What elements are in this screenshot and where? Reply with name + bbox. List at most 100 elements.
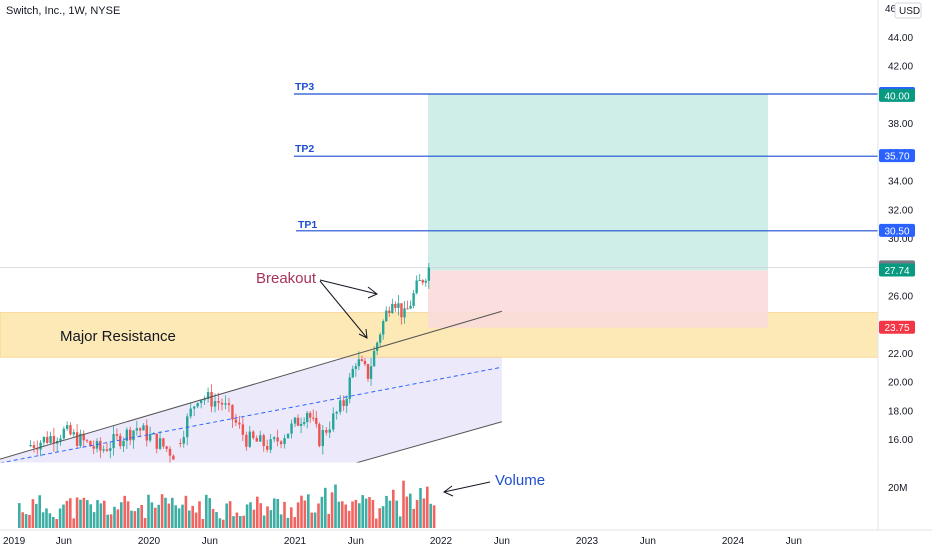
candle-body bbox=[155, 433, 158, 449]
tp1-label: TP1 bbox=[298, 219, 317, 231]
price-tick-label: 34.00 bbox=[888, 177, 913, 188]
volume-bar bbox=[99, 503, 103, 528]
volume-bar bbox=[395, 500, 398, 528]
candle-body bbox=[397, 303, 400, 308]
candle-body bbox=[227, 403, 231, 405]
volume-bar bbox=[140, 504, 143, 528]
candle-body bbox=[272, 437, 276, 440]
volume-bar bbox=[96, 500, 99, 528]
volume-bar bbox=[266, 506, 269, 528]
volume-bar bbox=[371, 499, 375, 528]
time-tick-label: Jun bbox=[56, 536, 72, 547]
time-tick-label: Jun bbox=[348, 536, 364, 547]
volume-bar bbox=[69, 498, 72, 528]
volume-bar bbox=[262, 515, 266, 528]
volume-bar bbox=[205, 494, 208, 528]
volume-bar bbox=[320, 496, 324, 528]
candle-body bbox=[259, 435, 262, 442]
volume-bar bbox=[290, 507, 293, 528]
candle-body bbox=[99, 440, 102, 451]
volume-bar bbox=[45, 508, 48, 528]
candle-body bbox=[89, 441, 92, 447]
price-badge-label: 27.74 bbox=[884, 266, 909, 277]
candle-body bbox=[168, 448, 172, 456]
candle-body bbox=[348, 377, 351, 399]
volume-bar bbox=[252, 509, 256, 528]
volume-bar bbox=[402, 480, 405, 528]
candle-body bbox=[49, 436, 52, 443]
volume-bar bbox=[72, 518, 75, 528]
volume-bar bbox=[368, 497, 371, 528]
candle-body bbox=[199, 400, 203, 404]
candle-body bbox=[394, 303, 397, 308]
candle-body bbox=[182, 437, 185, 444]
volume-bar bbox=[276, 499, 279, 528]
volume-bar bbox=[164, 497, 167, 528]
time-tick-label: Jun bbox=[202, 536, 218, 547]
candle-body bbox=[388, 310, 391, 314]
volume-bar bbox=[75, 497, 79, 528]
volume-bar bbox=[249, 502, 252, 528]
candle-body bbox=[82, 433, 85, 441]
time-tick-label: 2024 bbox=[722, 536, 745, 547]
price-tick-label: 38.00 bbox=[888, 119, 913, 130]
candle-body bbox=[119, 435, 122, 447]
volume-bar bbox=[52, 516, 55, 528]
volume-bar bbox=[113, 506, 116, 528]
candle-body bbox=[283, 438, 286, 445]
chart-title: Switch, Inc., 1W, NYSE bbox=[6, 5, 120, 17]
loss-zone bbox=[428, 270, 768, 328]
time-axis[interactable]: 2019 Jun 2020 Jun 2021 Jun 2022 Jun 2023 Jun 2024 J… bbox=[3, 536, 802, 547]
candle-body bbox=[189, 408, 192, 417]
volume-bar bbox=[239, 516, 242, 528]
volume-bar bbox=[375, 518, 378, 528]
volume-bar bbox=[28, 514, 31, 528]
volume-bar bbox=[188, 510, 191, 528]
volume-bar bbox=[409, 493, 412, 528]
volume-bar bbox=[154, 507, 157, 528]
volume-bar bbox=[201, 518, 205, 528]
price-tick-label: 26.00 bbox=[888, 291, 913, 302]
time-tick-label: 2022 bbox=[430, 536, 453, 547]
volume-bar bbox=[429, 503, 432, 528]
volume-bar bbox=[235, 512, 239, 528]
candle-body bbox=[302, 421, 306, 424]
price-tick-label: 22.00 bbox=[888, 349, 913, 360]
volume-bar bbox=[123, 495, 126, 528]
candle-body bbox=[276, 437, 279, 442]
volume-bar bbox=[361, 495, 364, 528]
channel-upper-line bbox=[0, 310, 502, 460]
candle-body bbox=[312, 417, 315, 419]
candle-body bbox=[415, 280, 418, 294]
candle-body bbox=[210, 392, 213, 407]
volume-bar bbox=[198, 501, 201, 528]
candle-body bbox=[375, 342, 379, 351]
candle-body bbox=[427, 267, 431, 281]
candle-body bbox=[162, 438, 165, 447]
candle-body bbox=[217, 401, 220, 403]
candle-body bbox=[132, 430, 135, 441]
candle-body bbox=[220, 402, 224, 405]
volume-bar bbox=[398, 516, 402, 528]
volume-bar bbox=[364, 498, 368, 528]
volume-bar bbox=[327, 513, 330, 528]
price-tick-label: 32.00 bbox=[888, 205, 913, 216]
candle-body bbox=[357, 359, 361, 367]
channel-lower-line bbox=[355, 421, 502, 464]
volume-bar bbox=[392, 489, 395, 528]
volume-bar bbox=[222, 519, 225, 528]
currency-label: USD bbox=[899, 6, 920, 17]
candle-body bbox=[286, 433, 290, 439]
candle-body bbox=[62, 428, 66, 439]
candle-body bbox=[125, 429, 129, 441]
candle-body bbox=[234, 419, 238, 423]
currency-badge[interactable] bbox=[894, 2, 922, 19]
price-badge-label: 35.70 bbox=[884, 152, 909, 163]
volume-bar bbox=[41, 512, 45, 528]
candle-body bbox=[69, 425, 72, 435]
candle-body bbox=[206, 392, 210, 400]
volume-bar bbox=[313, 512, 317, 528]
candle-body bbox=[315, 417, 318, 425]
